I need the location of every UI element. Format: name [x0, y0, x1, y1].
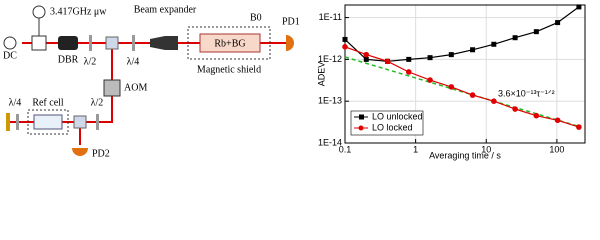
fit-line [344, 56, 580, 128]
x-tick-label: 10 [481, 144, 491, 154]
chart: ADEV Averaging time / s [316, 62, 501, 161]
series-line [344, 46, 580, 128]
vapor-cell [199, 33, 261, 53]
label: B0 [250, 12, 262, 23]
y-tick-label: 1E-14 [318, 137, 342, 147]
marker [555, 20, 561, 26]
marker [405, 69, 412, 75]
legend-label: LO locked [372, 122, 413, 132]
marker [427, 77, 433, 83]
ref-cell [33, 114, 63, 130]
diagram-labels: DC 3.417GHz μw DBR λ/2 λ/4 Beam expander… [3, 4, 300, 159]
x-axis-label: Averaging time / s [429, 150, 501, 160]
label: λ/2 [84, 56, 97, 67]
photodiode [72, 148, 88, 156]
marker [554, 117, 561, 124]
mirror [6, 113, 10, 131]
mw-source [32, 5, 46, 19]
dbr-laser [58, 36, 78, 50]
marker [469, 92, 476, 98]
waveplate [96, 114, 99, 130]
marker [406, 56, 412, 62]
label: λ/4 [9, 97, 22, 108]
marker [363, 56, 369, 62]
marker [363, 51, 370, 58]
marker [533, 112, 540, 119]
plot-frame [344, 4, 586, 144]
splitter [105, 36, 119, 50]
legend-marker [358, 125, 364, 131]
label: 3.417GHz μw [50, 6, 107, 17]
series-line [344, 6, 580, 62]
waveplate [132, 35, 135, 51]
label: λ/2 [91, 97, 104, 108]
marker [448, 84, 455, 90]
x-tick-label: 0.1 [339, 144, 352, 154]
label: AOM [124, 82, 147, 93]
label: Ref cell [32, 97, 64, 108]
diagram [3, 5, 294, 156]
label: DBR [58, 54, 79, 65]
photodiode [286, 35, 294, 51]
marker [491, 41, 497, 47]
marker [512, 35, 518, 41]
marker [533, 29, 539, 35]
label: Magnetic shield [197, 64, 261, 75]
ref-shield [27, 109, 69, 135]
label: PD2 [92, 148, 110, 159]
label: DC [3, 50, 17, 61]
marker [470, 47, 476, 53]
y-axis-label: ADEV [316, 62, 326, 87]
label: Rb+BG [214, 38, 245, 49]
figure: DC 3.417GHz μw DBR λ/2 λ/4 Beam expander… [3, 4, 586, 161]
aom [103, 79, 121, 97]
marker [491, 98, 497, 104]
dc-source [3, 36, 17, 50]
beam-expander [150, 36, 178, 50]
marker [342, 44, 348, 50]
marker [512, 106, 518, 112]
y-tick-label: 1E-11 [319, 12, 342, 22]
marker [342, 36, 348, 42]
magnetic-shield [187, 26, 271, 60]
legend-marker [359, 114, 364, 120]
splitter [73, 115, 87, 129]
x-tick-label: 100 [549, 144, 564, 154]
marker [384, 58, 391, 65]
marker [448, 52, 454, 58]
label: PD1 [282, 16, 300, 27]
label: Beam expander [134, 4, 197, 15]
label: λ/4 [127, 56, 140, 67]
marker [576, 124, 582, 130]
bias-tee [31, 35, 47, 51]
waveplate [89, 35, 92, 51]
x-tick-label: 1 [413, 144, 418, 154]
y-tick-label: 1E-13 [318, 96, 342, 106]
annotation: 3.6×10⁻¹³τ⁻¹ᐟ² [498, 88, 555, 98]
waveplate [16, 114, 19, 130]
marker [576, 4, 582, 10]
y-tick-label: 1E-12 [318, 54, 342, 64]
legend-label: LO unlocked [372, 111, 423, 121]
marker [427, 55, 433, 61]
